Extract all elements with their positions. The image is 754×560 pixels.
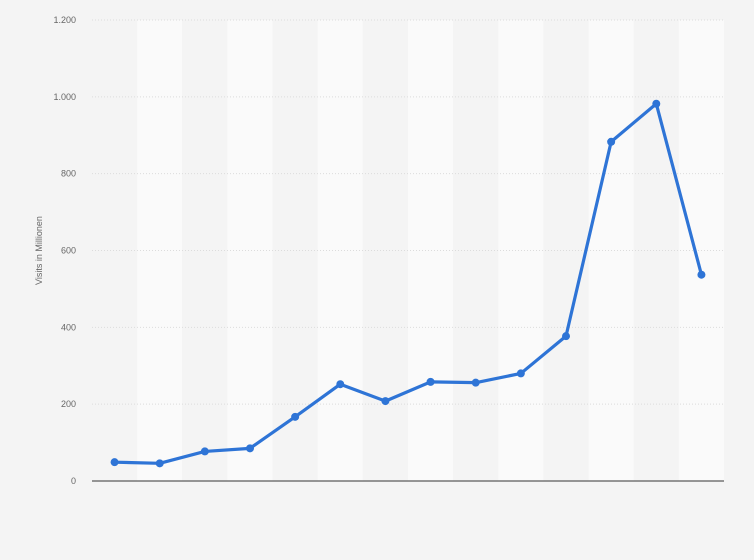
y-tick-label-1200: 1.200: [53, 15, 76, 25]
band-2: [182, 20, 228, 481]
y-tick-label-200: 200: [61, 399, 76, 409]
data-point-6: [381, 397, 390, 406]
data-point-4: [291, 412, 300, 421]
y-tick-label-0: 0: [71, 476, 76, 486]
data-point-8: [471, 378, 480, 387]
band-3: [227, 20, 273, 481]
data-point-10: [562, 332, 570, 341]
data-point-3: [246, 444, 254, 453]
data-point-12: [652, 99, 661, 108]
data-point-5: [336, 380, 345, 389]
y-axis-title: Visits in Millionen: [34, 216, 44, 285]
band-9: [498, 20, 544, 481]
band-7: [408, 20, 454, 481]
y-tick-label-800: 800: [61, 169, 76, 179]
data-point-0: [110, 458, 119, 467]
band-1: [137, 20, 183, 481]
band-8: [453, 20, 499, 481]
series-layer: [110, 99, 706, 468]
band-5: [317, 20, 363, 481]
gridlines: [92, 19, 724, 405]
data-point-7: [426, 377, 435, 386]
series-line-0: [112, 102, 704, 465]
band-4: [272, 20, 318, 481]
y-tick-label-1000: 1.000: [53, 92, 76, 102]
data-point-2: [200, 447, 209, 456]
y-tick-label-400: 400: [61, 322, 76, 332]
data-point-1: [155, 459, 164, 468]
data-point-11: [607, 137, 616, 146]
data-point-13: [697, 270, 706, 279]
data-point-9: [516, 369, 525, 378]
y-axis-ticks: 0 200 400 600 800 1.000 1.200: [53, 15, 76, 486]
band-0: [92, 20, 138, 481]
y-tick-label-600: 600: [61, 246, 76, 256]
